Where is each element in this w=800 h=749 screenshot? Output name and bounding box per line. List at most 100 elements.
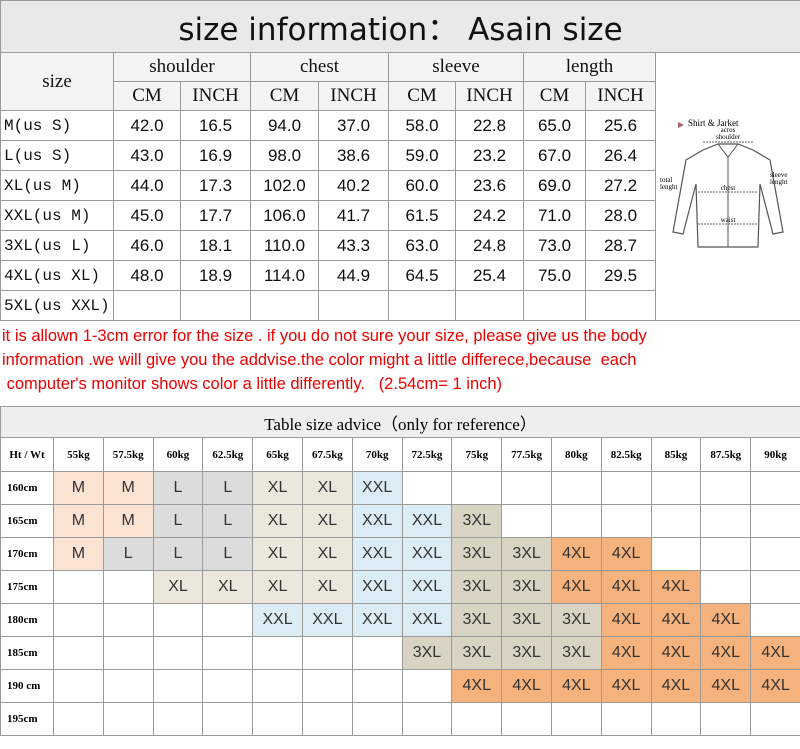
size-value: 94.0	[250, 110, 319, 141]
size-advice	[102, 636, 154, 670]
size-value: 75.0	[523, 260, 586, 291]
size-advice: 4XL	[600, 669, 652, 703]
height-row: 195cm	[0, 702, 800, 736]
size-advice: 3XL	[501, 603, 552, 637]
size-advice: M	[53, 537, 104, 571]
size-advice	[301, 702, 353, 736]
diagram-label: acros	[721, 126, 736, 134]
size-row: XXL(us M) 45.0 17.7 106.0 41.7 61.5 24.2 71.0 28…	[0, 200, 800, 231]
size-advice	[351, 702, 403, 736]
note-line: information .we will give you the addvis…	[2, 351, 637, 369]
diagram-label: lenght	[660, 183, 678, 191]
size-advice: 4XL	[550, 669, 602, 703]
height: 185cm	[0, 636, 54, 670]
size-value: 60.0	[388, 170, 456, 201]
size-advice	[501, 702, 552, 736]
corner: Ht / Wt	[0, 437, 54, 472]
height: 170cm	[0, 537, 54, 571]
size-advice	[750, 471, 800, 505]
size-advice: 4XL	[451, 669, 503, 703]
height-row: 180cm XXL XXL XXL XXL 3XL 3XL 3XL 4XL 4XL 4XL	[0, 603, 800, 637]
size-value: 102.0	[250, 170, 319, 201]
size-advice: XXL	[401, 570, 453, 604]
size-advice: L	[152, 537, 204, 571]
size-advice: 4XL	[700, 669, 752, 703]
size-value: 41.7	[318, 200, 389, 231]
size-advice: XXL	[252, 603, 303, 637]
size-advice	[351, 669, 403, 703]
size-advice	[102, 570, 154, 604]
size-advice: M	[102, 504, 154, 538]
size-advice: 4XL	[650, 603, 702, 637]
size-value: 37.0	[318, 110, 389, 141]
size-advice: L	[152, 471, 204, 505]
size-advice: XL	[301, 537, 353, 571]
size-advice: 3XL	[451, 603, 503, 637]
size-advice	[202, 603, 254, 637]
size-advice: 4XL	[600, 537, 652, 571]
size-advice: 3XL	[451, 537, 503, 571]
height-row: 175cm XL XL XL XL XXL XXL 3XL 3XL 4XL 4XL 4XL	[0, 570, 800, 604]
size-value: 29.5	[585, 260, 656, 291]
note-line: it is allown 1-3cm error for the size . …	[2, 327, 647, 345]
size-advice: XL	[252, 504, 303, 538]
size-advice	[700, 504, 752, 538]
weight: 62.5kg	[202, 437, 254, 472]
size-advice	[53, 669, 104, 703]
size-advice	[700, 570, 752, 604]
height-row: 165cm M M L L XL XL XXL XXL 3XL	[0, 504, 800, 538]
height: 175cm	[0, 570, 54, 604]
size-value: 27.2	[585, 170, 656, 201]
size-advice	[152, 669, 204, 703]
diagram-label: waist	[721, 216, 736, 224]
size-advice: XXL	[351, 537, 403, 571]
unit-header: INCH	[180, 81, 251, 111]
size-value: 44.0	[113, 170, 181, 201]
size-advice: 3XL	[401, 636, 453, 670]
size-advice: 4XL	[600, 603, 652, 637]
size-advice	[252, 636, 303, 670]
size-advice: 3XL	[451, 504, 503, 538]
weight: 77.5kg	[501, 437, 552, 472]
size-advice	[550, 504, 602, 538]
size-advice: XXL	[401, 504, 453, 538]
size-advice: M	[53, 504, 104, 538]
size-advice	[301, 669, 353, 703]
arrow-icon	[678, 121, 684, 128]
size-value: 110.0	[250, 230, 319, 261]
size-advice: XXL	[351, 504, 403, 538]
size-value: 28.7	[585, 230, 656, 261]
size-advice	[53, 702, 104, 736]
advice-table: Table size advice（only for reference） Ht …	[0, 406, 800, 736]
size-advice	[700, 702, 752, 736]
size-value	[585, 290, 656, 321]
weight: 80kg	[550, 437, 602, 472]
unit-header: CM	[388, 81, 456, 111]
height-row: 190 cm 4XL 4XL 4XL 4XL 4XL 4XL 4XL	[0, 669, 800, 703]
size-advice: XL	[252, 570, 303, 604]
size-advice	[650, 537, 702, 571]
size-advice: 4XL	[700, 603, 752, 637]
size-value	[523, 290, 586, 321]
weight: 82.5kg	[600, 437, 652, 472]
size-advice: 3XL	[501, 570, 552, 604]
size-advice	[700, 471, 752, 505]
size-label: 3XL(us L)	[0, 230, 114, 261]
size-advice	[102, 669, 154, 703]
weight: 75kg	[451, 437, 503, 472]
size-advice: XL	[301, 471, 353, 505]
size-advice: 4XL	[650, 636, 702, 670]
size-value: 106.0	[250, 200, 319, 231]
size-advice: 4XL	[650, 669, 702, 703]
size-value: 114.0	[250, 260, 319, 291]
size-advice	[550, 471, 602, 505]
size-value: 23.6	[455, 170, 524, 201]
weight: 55kg	[53, 437, 104, 472]
size-value	[180, 290, 251, 321]
size-advice: 4XL	[600, 570, 652, 604]
size-advice: XL	[252, 471, 303, 505]
diagram-label: sleeve	[770, 171, 788, 179]
header-row: size shoulder chest sleeve length Shirt & Ja…	[0, 52, 800, 321]
size-advice	[750, 702, 800, 736]
size-value: 98.0	[250, 140, 319, 171]
